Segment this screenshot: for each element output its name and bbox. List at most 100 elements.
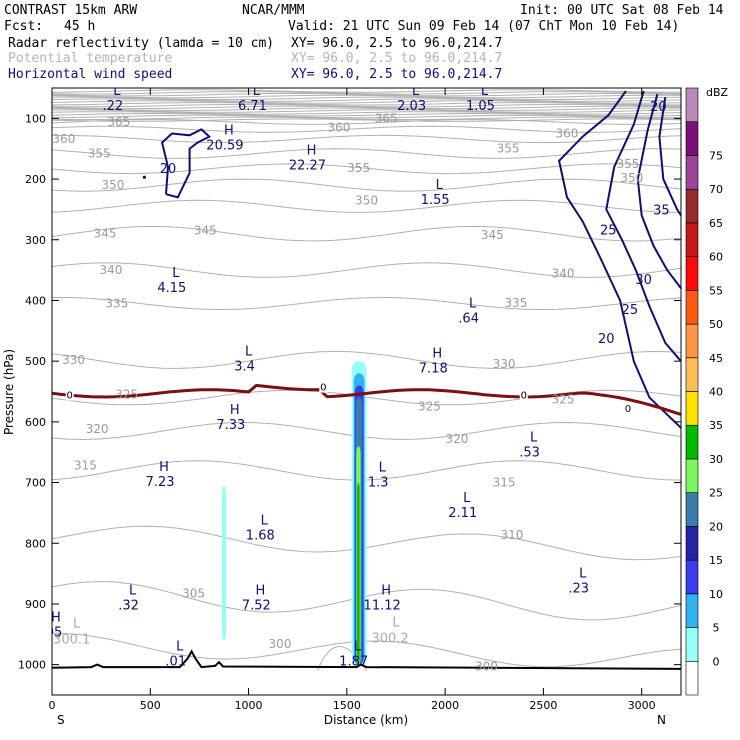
zero-label-bg-0 bbox=[65, 388, 74, 401]
wind-contour-2 bbox=[605, 90, 681, 362]
colorbar-swatch-17 bbox=[685, 87, 699, 123]
y-axis-label: Pressure (hPa) bbox=[2, 349, 16, 435]
org-name: NCAR/MMM bbox=[242, 3, 305, 18]
wind-contour-label-6: 20 bbox=[598, 332, 615, 347]
colorbar-swatch-0 bbox=[685, 660, 699, 696]
wind-contour-label-0: 20 bbox=[160, 162, 177, 177]
theta-line-2 bbox=[52, 114, 681, 119]
wind-contour-label-3: 30 bbox=[635, 273, 652, 288]
zero-label-2: 0 bbox=[521, 391, 527, 402]
theta-label-25: 320 bbox=[445, 432, 468, 446]
theta-label-9: 350 bbox=[101, 178, 124, 192]
zero-label-bg-3 bbox=[623, 401, 632, 414]
theta-label-6: 355 bbox=[347, 161, 370, 175]
theta-line-15 bbox=[52, 91, 681, 95]
y-tick-label-5: 600 bbox=[25, 416, 46, 429]
colorbar-swatch-11 bbox=[685, 290, 699, 325]
wind-hl-value-23: 1.87 bbox=[339, 655, 368, 670]
wind-hl-marker-12: L bbox=[530, 431, 538, 446]
field-xy-wind: XY= 96.0, 2.5 to 96.0,214.7 bbox=[291, 67, 502, 82]
theta-line-17 bbox=[52, 119, 681, 125]
theta-line-12 bbox=[52, 96, 681, 100]
theta-label-10: 350 bbox=[355, 193, 378, 207]
theta-line-0 bbox=[52, 118, 681, 122]
zero-label-bg-2 bbox=[519, 388, 528, 401]
theta-line-21 bbox=[52, 163, 681, 175]
wind-contour-0 bbox=[160, 128, 212, 199]
theta-label-18: 335 bbox=[504, 296, 527, 310]
theta-label-31: 300 bbox=[475, 659, 498, 673]
colorbar-level-6: 30 bbox=[709, 453, 723, 466]
wind-hl-marker-23: L bbox=[354, 640, 362, 655]
wind-hl-value-20: 11.12 bbox=[364, 599, 401, 614]
init-time: Init: 00 UTC Sat 08 Feb 14 bbox=[520, 3, 724, 18]
wind-hl-marker-18: L bbox=[129, 584, 137, 599]
y-tick-label-9: 1000 bbox=[18, 659, 46, 672]
wind-hl-value-19: 7.52 bbox=[242, 599, 271, 614]
x-axis-right-end: N bbox=[657, 713, 666, 727]
wind-contour-1 bbox=[558, 90, 681, 429]
wind-contour-label-4: 35 bbox=[653, 203, 670, 218]
fcst-label: Fcst: bbox=[4, 19, 43, 34]
y-tick-label-1: 200 bbox=[25, 173, 46, 186]
theta-label-24: 320 bbox=[86, 422, 109, 436]
theta-line-5 bbox=[52, 109, 681, 113]
colorbar-level-4: 20 bbox=[709, 520, 723, 533]
theta-label-30: 300 bbox=[269, 637, 292, 651]
wind-hl-value-22: .01 bbox=[165, 655, 186, 670]
header: CONTRAST 15km ARW NCAR/MMM Init: 00 UTC … bbox=[4, 3, 724, 82]
wind-hl-value-3: 1.05 bbox=[466, 99, 495, 114]
theta-label-22: 325 bbox=[418, 400, 441, 414]
theta-line-16 bbox=[52, 89, 681, 93]
colorbar-swatch-4 bbox=[685, 526, 699, 561]
zero-label-1: 0 bbox=[320, 383, 326, 394]
wind-hl-marker-11: H bbox=[230, 403, 240, 418]
theta-line-7 bbox=[52, 105, 681, 110]
wind-hl-marker-14: L bbox=[379, 460, 387, 475]
colorbar-level-3: 15 bbox=[709, 554, 723, 567]
theta-label-17: 335 bbox=[105, 296, 128, 310]
terrain-line bbox=[52, 649, 681, 670]
wind-hl-marker-0: L bbox=[113, 84, 121, 99]
colorbar-swatch-14 bbox=[685, 188, 699, 224]
colorbar: dBZ 0 5 10 15 20 25 30 35 40 45 50 55 60 65 70 75 bbox=[685, 86, 729, 696]
colorbar-level-13: 65 bbox=[709, 217, 723, 230]
wind-contour-label-1: 20 bbox=[650, 100, 667, 115]
wind-hl-marker-19: H bbox=[255, 584, 265, 599]
wind-hl-value-15: 2.11 bbox=[448, 506, 477, 521]
wind-hl-value-11: 7.33 bbox=[216, 418, 245, 433]
field-xy-reflectivity: XY= 96.0, 2.5 to 96.0,214.7 bbox=[291, 36, 502, 51]
zero-wind-contour bbox=[52, 383, 681, 416]
fcst-value: 45 h bbox=[64, 19, 95, 34]
wind-hl-marker-15: L bbox=[463, 491, 471, 506]
y-tick-label-0: 100 bbox=[25, 112, 46, 125]
colorbar-swatch-16 bbox=[685, 121, 699, 156]
zero-label-3: 0 bbox=[625, 404, 631, 415]
valid-time: Valid: 21 UTC Sun 09 Feb 14 (07 ChT Mon … bbox=[288, 19, 679, 34]
model-name: CONTRAST 15km ARW bbox=[4, 3, 137, 18]
theta-label-5: 355 bbox=[88, 147, 111, 161]
colorbar-unit: dBZ bbox=[706, 86, 729, 99]
wind-hl-value-12: .53 bbox=[519, 446, 540, 461]
wind-hl-marker-17: L bbox=[579, 567, 587, 582]
colorbar-swatch-10 bbox=[685, 323, 699, 359]
wind-hl-marker-21: H bbox=[51, 610, 61, 625]
theta-line-8 bbox=[52, 103, 681, 108]
reflectivity-band-6 bbox=[222, 485, 226, 641]
colorbar-swatch-1 bbox=[685, 627, 699, 662]
y-tick-label-7: 800 bbox=[25, 537, 46, 550]
wind-speed-contours bbox=[142, 90, 681, 429]
wind-hl-value-5: 22.27 bbox=[289, 159, 326, 174]
x-axis-left-end: S bbox=[57, 713, 65, 727]
theta-label-19: 330 bbox=[62, 353, 85, 367]
reflectivity-band-5 bbox=[357, 482, 360, 665]
theta-line-26 bbox=[52, 296, 681, 311]
theta-label-20: 330 bbox=[493, 357, 516, 371]
wind-hl-value-18: .32 bbox=[118, 599, 139, 614]
wind-hl-value-0: .22 bbox=[103, 99, 124, 114]
wind-hl-value-17: .23 bbox=[568, 582, 589, 597]
theta-line-23 bbox=[52, 199, 681, 213]
zero-label-0: 0 bbox=[67, 391, 73, 402]
wind-hl-marker-2: L bbox=[412, 84, 420, 99]
colorbar-level-1: 5 bbox=[713, 622, 720, 635]
